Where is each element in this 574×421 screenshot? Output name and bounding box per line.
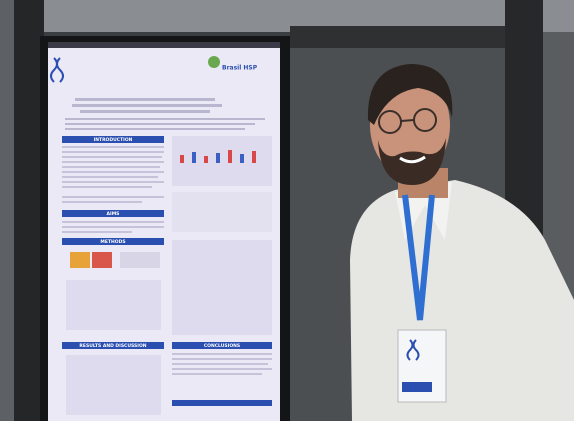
hair	[367, 64, 453, 125]
text-line	[62, 151, 164, 153]
figure	[120, 252, 160, 268]
text-line	[62, 221, 164, 223]
bar	[252, 151, 256, 163]
text-line	[172, 373, 262, 375]
section-header	[172, 342, 272, 349]
text-line	[62, 171, 164, 173]
text-line	[62, 201, 142, 203]
figure	[92, 252, 112, 268]
author-line	[65, 128, 245, 130]
bar	[180, 155, 184, 163]
chart-grid-figure	[172, 240, 272, 335]
title-line	[75, 98, 215, 101]
text-line	[62, 146, 164, 148]
body-text	[62, 146, 164, 203]
footer-bar	[172, 400, 272, 406]
screen-toolbar	[48, 42, 280, 48]
bar	[240, 154, 244, 163]
chart-figure	[172, 136, 272, 186]
section-header	[62, 238, 164, 245]
logo-mark	[208, 56, 220, 68]
section-title: CONCLUSIONS	[204, 343, 240, 349]
text-line	[62, 226, 164, 228]
bar	[216, 153, 220, 163]
badge-logo	[406, 339, 420, 361]
bar	[228, 150, 232, 163]
glasses-bridge	[400, 119, 415, 122]
text-line	[62, 181, 164, 183]
text-line	[172, 363, 268, 365]
pillar-left	[14, 0, 44, 421]
dna-logo	[50, 57, 64, 83]
badge-strip	[402, 382, 432, 392]
wall-beam	[290, 26, 520, 48]
author-line	[65, 118, 265, 120]
text-line	[172, 358, 272, 360]
section-header	[62, 342, 164, 349]
text-line	[62, 161, 164, 163]
text-line	[62, 231, 132, 233]
logo-text: Brasil HSP	[222, 65, 258, 72]
title-line	[80, 110, 210, 113]
bar	[192, 152, 196, 163]
table-figure	[172, 192, 272, 232]
section-title: AIMS	[107, 211, 120, 217]
text-line	[62, 186, 152, 188]
section-header	[62, 210, 164, 217]
smile	[399, 155, 426, 164]
poster-title-lines	[65, 98, 265, 130]
title-line	[72, 104, 222, 107]
section-title: INTRODUCTION	[94, 137, 133, 143]
section-title: RESULTS AND DISCUSSION	[79, 343, 146, 349]
section-header	[62, 136, 164, 143]
figure	[70, 252, 90, 268]
text-line	[62, 196, 164, 198]
results-table	[66, 355, 161, 415]
bar	[204, 156, 208, 163]
text-line	[172, 353, 272, 355]
author-line	[65, 123, 255, 125]
section-title: METHODS	[100, 239, 125, 245]
figure-panel	[66, 280, 161, 330]
text-line	[62, 166, 160, 168]
text-line	[62, 176, 158, 178]
lanyard	[402, 194, 435, 321]
glasses-lens	[378, 110, 402, 134]
text-line	[62, 156, 162, 158]
wall-edge	[0, 0, 14, 421]
text-line	[172, 368, 272, 370]
chart-bars	[180, 150, 256, 163]
